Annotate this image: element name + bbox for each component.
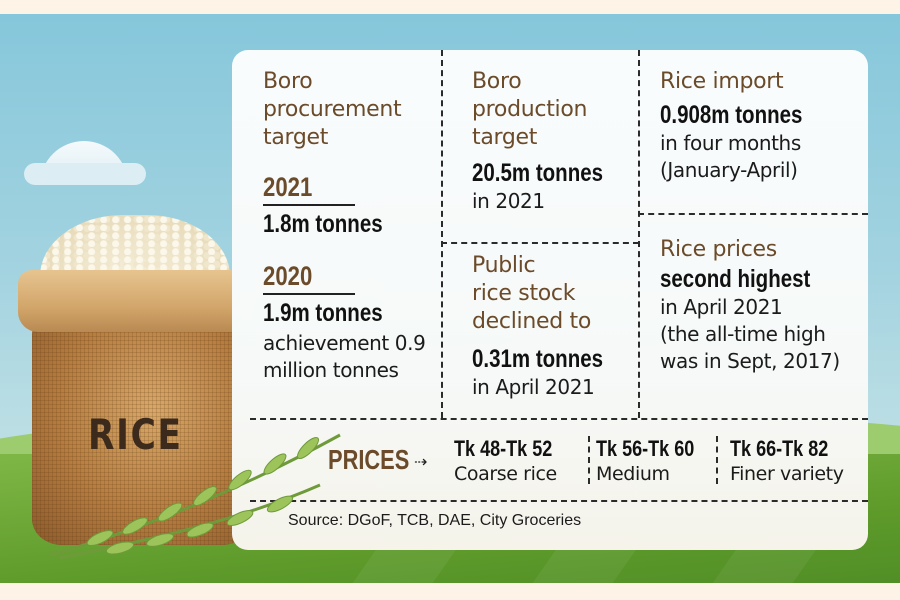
price-trend-note: in April 2021: [660, 295, 783, 319]
price-range: Tk 66-Tk 82: [730, 436, 829, 461]
value-2020: 1.9m tonnes: [263, 299, 383, 327]
stock-block: Public rice stock declined to 0.31m tonn…: [472, 252, 632, 401]
price-trend-block: Rice prices second highest in April 2021…: [660, 236, 843, 375]
production-title: Boro: [472, 69, 522, 94]
sack-body: [32, 320, 252, 545]
price-variety: Medium: [596, 463, 670, 485]
procurement-title: procurement: [263, 97, 402, 122]
production-title: target: [472, 125, 538, 150]
underline: [263, 293, 355, 295]
price-item-coarse: Tk 48-Tk 52 Coarse rice: [454, 436, 574, 486]
stock-note: in April 2021: [472, 375, 595, 399]
import-title: Rice import: [660, 69, 784, 94]
price-range: Tk 56-Tk 60: [596, 436, 695, 461]
column-divider: [441, 50, 443, 418]
sack-rim: [18, 270, 256, 332]
production-value: 20.5m tonnes: [472, 159, 604, 187]
price-variety: Coarse rice: [454, 463, 557, 485]
price-trend-note: was in Sept, 2017): [660, 349, 840, 373]
stock-title: rice stock: [472, 281, 576, 306]
underline: [263, 204, 355, 206]
import-value: 0.908m tonnes: [660, 101, 803, 129]
prices-label: PRICES: [328, 444, 410, 475]
price-trend-value: second highest: [660, 265, 811, 293]
year-2020: 2020: [263, 261, 313, 291]
import-block: Rice import 0.908m tonnes in four months…: [660, 68, 834, 184]
price-range: Tk 48-Tk 52: [454, 436, 553, 461]
production-note: in 2021: [472, 189, 545, 213]
rice-stalk-icon: [49, 433, 341, 560]
infographic-card: Boro procurement target 2021 1.8m tonnes…: [232, 50, 868, 550]
price-trend-note: (the all-time high: [660, 322, 826, 346]
production-block: Boro production target 20.5m tonnes in 2…: [472, 68, 632, 215]
achievement-note: million tonnes: [263, 358, 399, 382]
dashed-arrow-icon: ⇢: [414, 454, 428, 471]
production-title: production: [472, 97, 588, 122]
rice-sack-illustration: RICE: [18, 215, 258, 560]
section-divider: [250, 500, 868, 502]
price-item-fine: Tk 66-Tk 82 Finer variety: [730, 436, 850, 486]
row-divider: [441, 242, 639, 244]
stock-title: declined to: [472, 309, 592, 334]
price-divider: [588, 436, 590, 484]
stock-value: 0.31m tonnes: [472, 345, 604, 373]
price-item-medium: Tk 56-Tk 60 Medium: [596, 436, 716, 486]
procurement-block: Boro procurement target 2021 1.8m tonnes…: [263, 68, 426, 384]
row-divider: [638, 213, 868, 215]
procurement-title: target: [263, 125, 329, 150]
source-note: Source: DGoF, TCB, DAE, City Groceries: [288, 512, 582, 529]
price-trend-title: Rice prices: [660, 237, 777, 262]
price-variety: Finer variety: [730, 463, 844, 485]
procurement-title: Boro: [263, 69, 313, 94]
cloud-icon: [24, 141, 146, 186]
import-note: in four months: [660, 131, 801, 155]
section-divider: [250, 418, 868, 420]
value-2021: 1.8m tonnes: [263, 210, 383, 238]
year-2021: 2021: [263, 172, 313, 202]
price-divider: [716, 436, 718, 484]
achievement-note: achievement 0.9: [263, 331, 426, 355]
import-note: (January-April): [660, 158, 798, 182]
sack-label: RICE: [88, 410, 183, 459]
column-divider: [638, 50, 640, 418]
stock-title: Public: [472, 253, 536, 278]
